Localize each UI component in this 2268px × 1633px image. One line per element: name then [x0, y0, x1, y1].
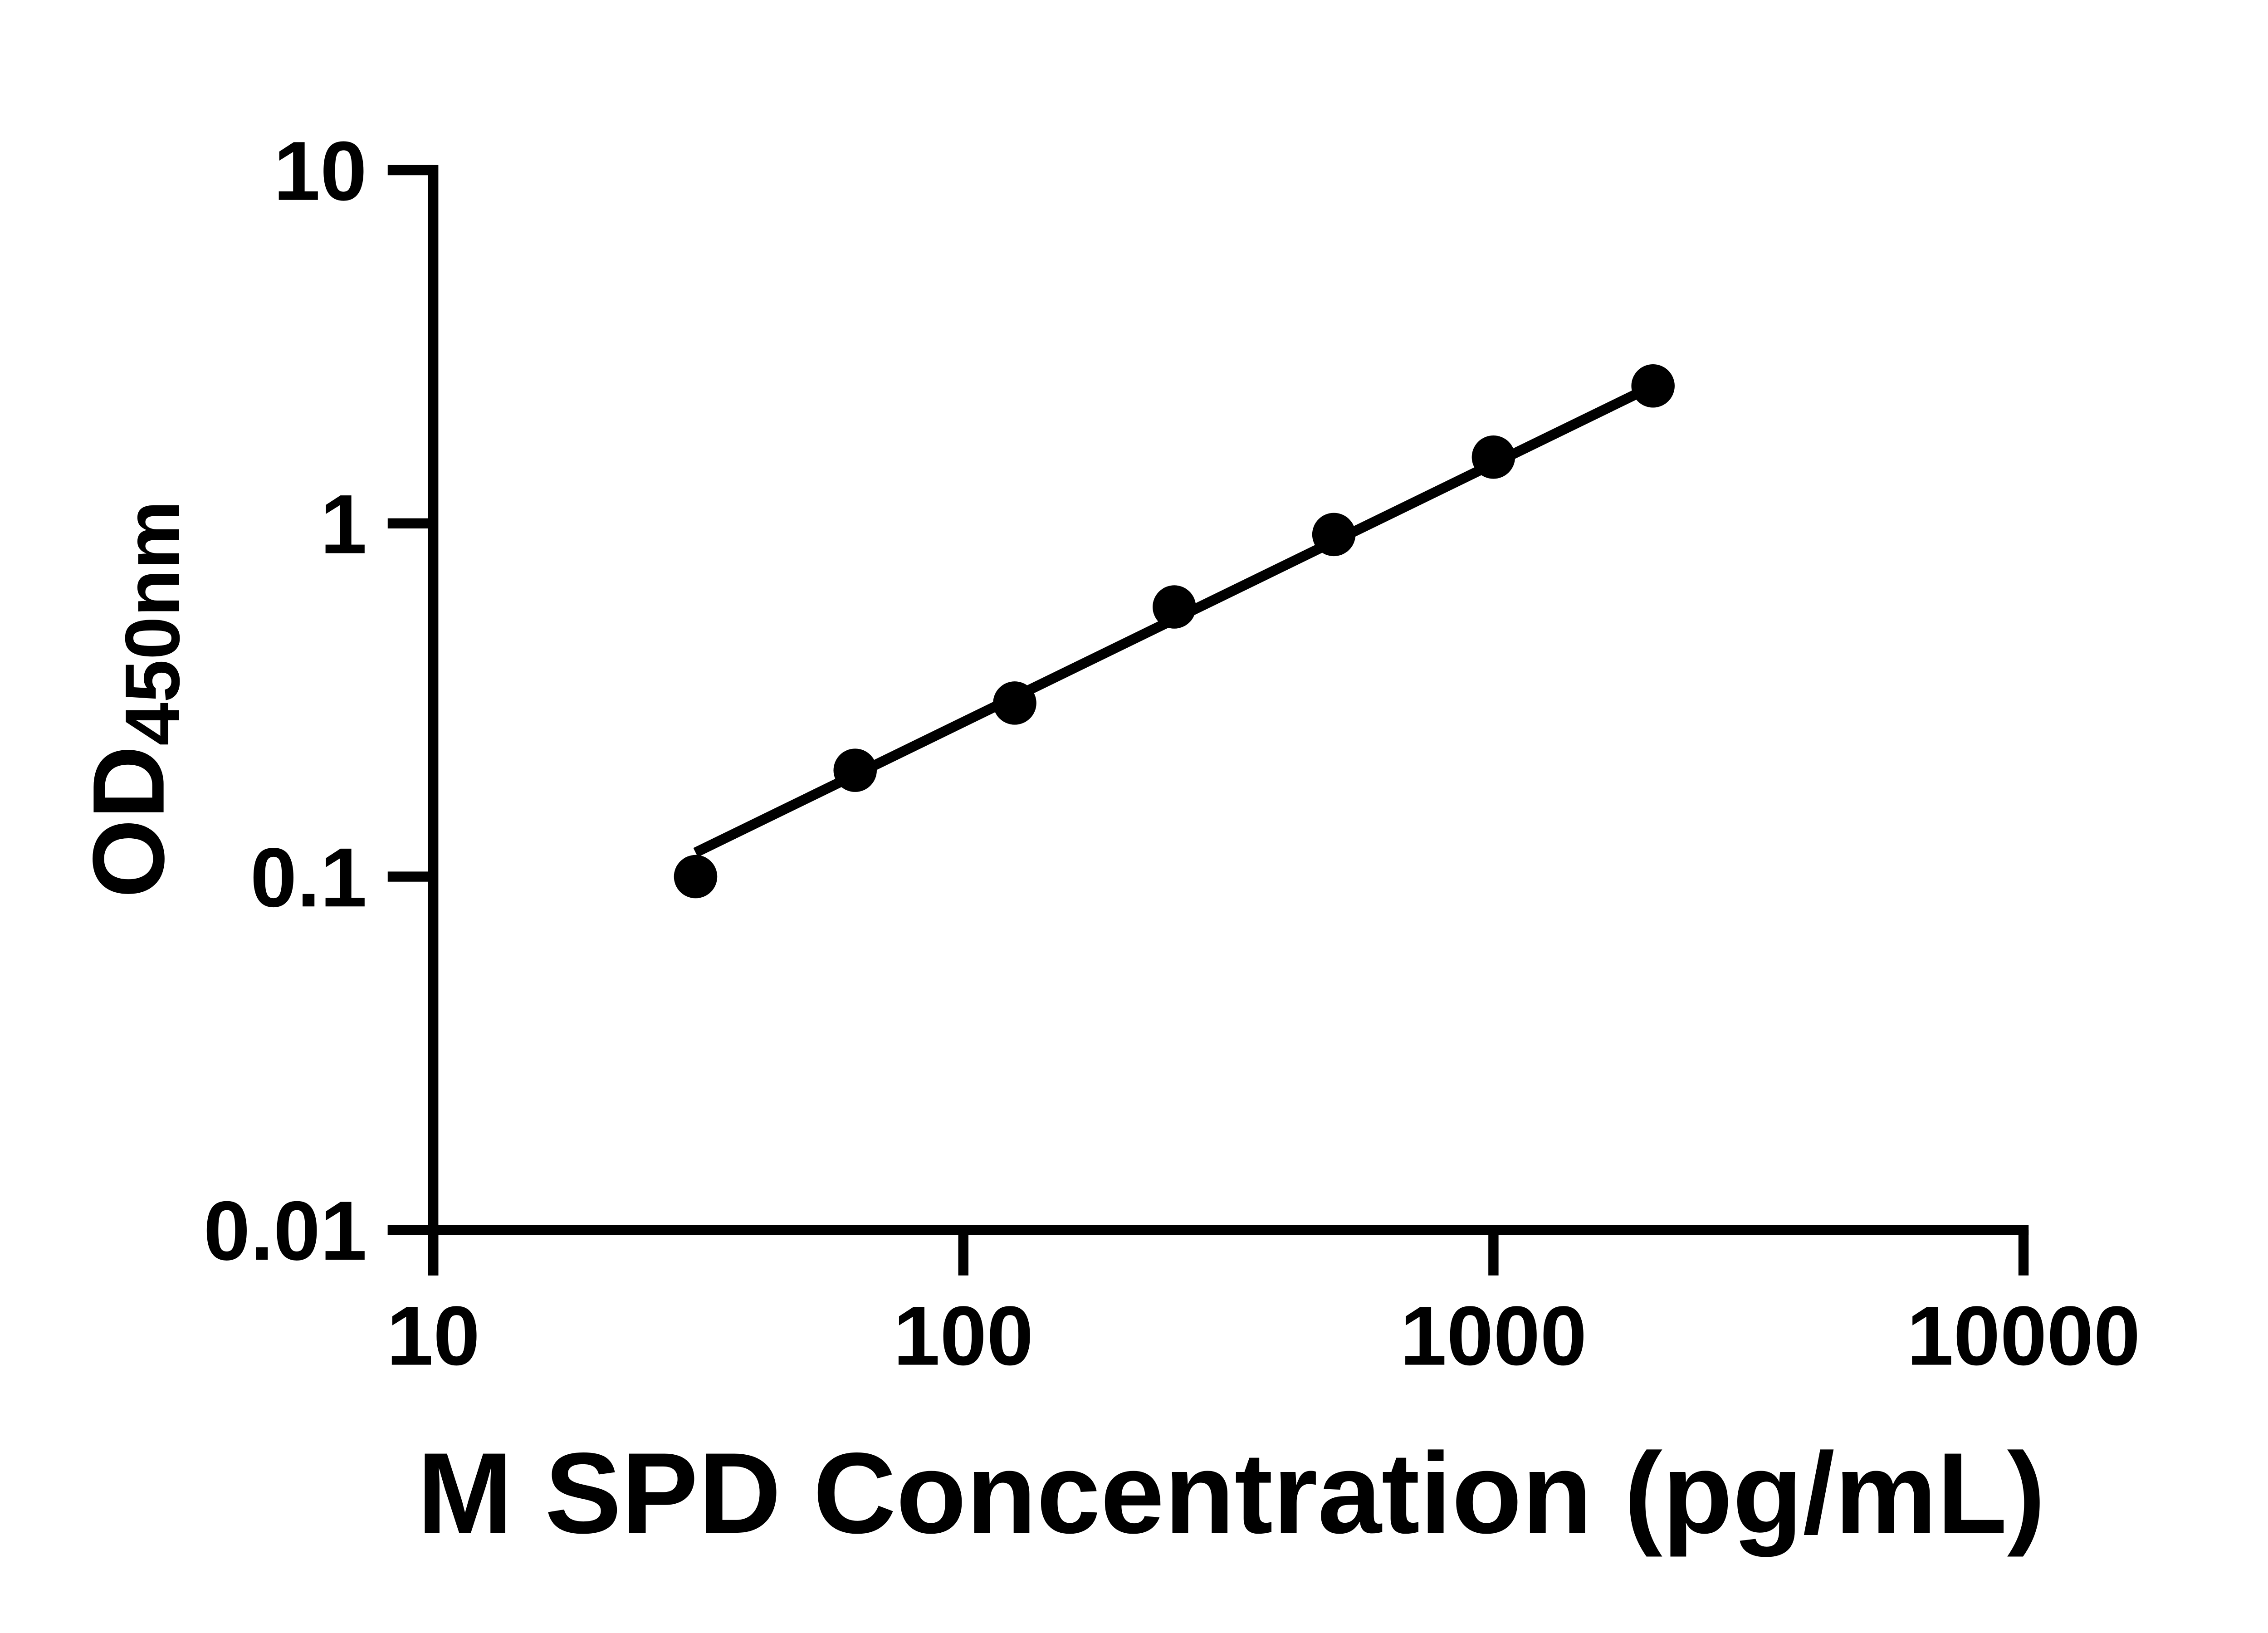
y-axis-tick-label: 0.01 [204, 1184, 367, 1278]
data-point [993, 681, 1036, 725]
x-axis-tick-label: 1000 [1400, 1289, 1587, 1383]
y-axis-tick-label: 0.1 [250, 831, 367, 924]
data-point [1471, 435, 1515, 479]
x-axis-tick-label: 10 [386, 1289, 480, 1383]
x-axis-tick-label: 10000 [1907, 1289, 2141, 1383]
y-axis-tick-label: 1 [320, 478, 367, 572]
y-axis-tick-label: 10 [274, 124, 367, 218]
data-point [1153, 585, 1196, 629]
x-axis-title: M SPD Concentration (pg/mL) [417, 1429, 2046, 1557]
y-axis-title: OD450nm [72, 500, 196, 898]
y-axis-title-main: OD [72, 746, 186, 898]
x-axis-tick-label: 100 [893, 1289, 1033, 1383]
data-point [1312, 513, 1356, 557]
y-axis-title-sub: 450nm [110, 500, 196, 745]
data-layer [674, 364, 1675, 899]
data-point [674, 855, 718, 899]
data-point [1631, 364, 1675, 408]
data-point [833, 748, 877, 792]
tick-layer: 10 100 1000 10000 0.01 0.1 1 10 [204, 124, 2141, 1383]
